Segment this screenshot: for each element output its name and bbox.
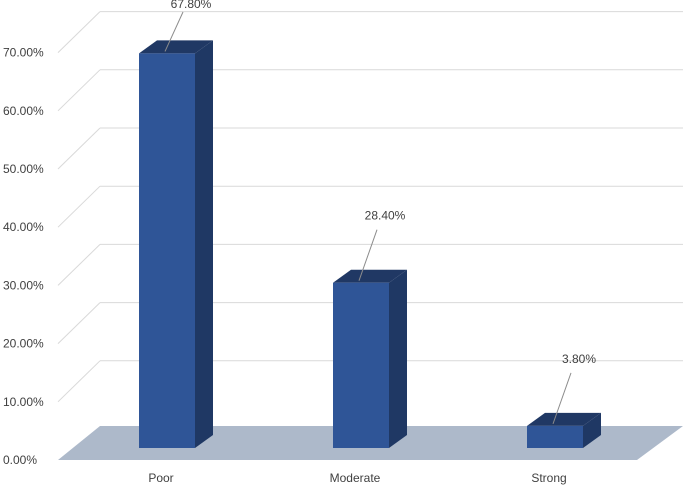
bar-top-face [333,269,407,283]
y-tick-label: 50.00% [3,162,44,176]
data-label-leader [552,372,572,425]
y-tick-label: 30.00% [3,278,44,292]
y-tick-label: 10.00% [3,395,44,409]
data-label: 28.40% [365,209,406,223]
x-category-label: Strong [531,471,566,485]
bar-front-face [139,53,195,449]
bar-side-face [195,40,213,449]
data-label: 3.80% [562,352,596,366]
bar-front-face [527,425,583,448]
bar-strong [527,412,601,448]
gridline-side [57,302,101,344]
x-category-label: Moderate [330,471,381,485]
data-label-leader [164,11,184,52]
bar-top-face [527,412,601,426]
bar-top-face [139,40,213,54]
x-category-label: Poor [148,471,173,485]
data-labels: 67.80% 28.40% 3.80% [164,0,596,425]
gridline-side [57,244,101,286]
bar-side-face [389,269,407,448]
gridline-side [57,11,101,53]
y-tick-label: 20.00% [3,337,44,351]
bars-layer [139,40,601,449]
bar-poor [139,40,213,449]
y-tick-label: 60.00% [3,104,44,118]
bar-front-face [333,282,389,448]
x-axis-categories: Poor Moderate Strong [148,471,566,485]
y-tick-label: 70.00% [3,46,44,60]
data-label-leader [358,229,378,281]
gridline-side [57,69,101,112]
gridline-side [57,127,101,170]
y-tick-label: 0.00% [3,453,37,467]
y-tick-label: 40.00% [3,220,44,234]
bar-moderate [333,269,407,448]
gridline-side [57,360,101,403]
bar-side-face [583,412,601,448]
data-label: 67.80% [171,0,212,11]
y-axis-ticks: 0.00% 10.00% 20.00% 30.00% 40.00% 50.00% 60.00… [3,46,44,467]
gridline-side [57,185,101,228]
